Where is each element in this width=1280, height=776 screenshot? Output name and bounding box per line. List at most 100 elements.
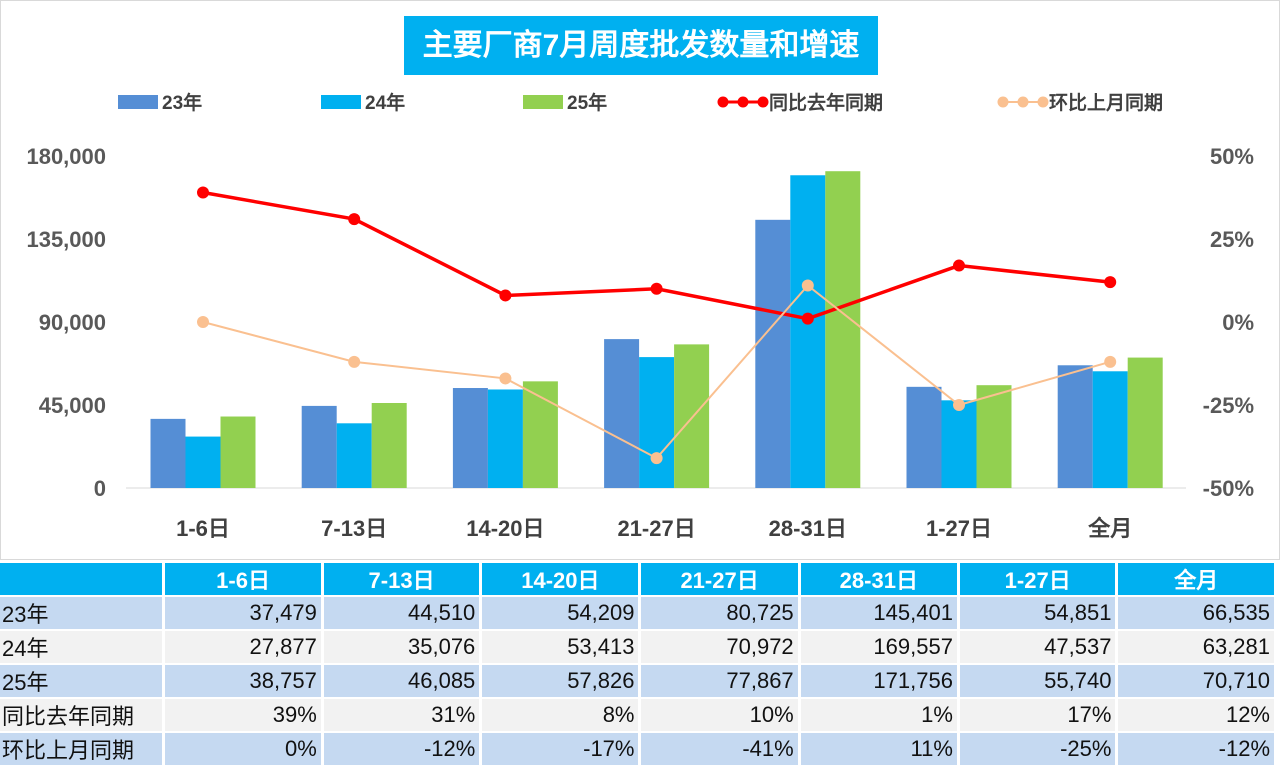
x-tick-label: 全月 <box>1087 516 1132 541</box>
combo-chart: 0 45,000 90,000 135,000 180,000 -50% -25% 0% 25%… <box>26 91 1254 541</box>
line-同比去年同期 <box>202 190 1111 321</box>
legend-marker <box>1037 96 1049 108</box>
table-cell: 31% <box>323 699 480 731</box>
table-cell: 70,710 <box>1118 665 1274 697</box>
table-cell: -12% <box>1118 733 1274 765</box>
table-cell: 77,867 <box>641 665 798 697</box>
table-cell: 1-6日 <box>165 563 321 595</box>
bar-25年 <box>825 171 861 488</box>
y-left-tick-label: 0 <box>94 476 106 501</box>
table-cell: 145,401 <box>800 597 957 629</box>
row-label: 25年 <box>0 665 163 697</box>
bar-23年 <box>906 386 942 488</box>
table-cell: 44,510 <box>323 597 480 629</box>
table-cell: 39% <box>165 699 321 731</box>
table-cell: 54,851 <box>959 597 1116 629</box>
table-cell: 0% <box>165 733 321 765</box>
bar-24年 <box>336 423 372 488</box>
x-tick-label: 21-27日 <box>617 516 695 541</box>
point-同比去年同期 <box>953 259 965 272</box>
table-row: 24年 27,877 35,076 53,413 70,972 169,557 47,537… <box>0 631 1274 663</box>
legend-marker <box>997 96 1009 108</box>
row-label: 环比上月同期 <box>0 733 163 765</box>
table-cell: 21-27日 <box>641 563 798 595</box>
y-left-tick-label: 90,000 <box>39 310 106 335</box>
table-cell: -41% <box>641 733 798 765</box>
table-cell: 37,479 <box>165 597 321 629</box>
point-同比去年同期 <box>1104 276 1117 289</box>
table-cell: 63,281 <box>1118 631 1274 663</box>
bar-23年 <box>301 405 337 488</box>
point-环比上月同期 <box>1104 355 1117 368</box>
table-cell: 1-27日 <box>959 563 1116 595</box>
table-cell: -17% <box>482 733 639 765</box>
table-row: 23年 37,479 44,510 54,209 80,725 145,401 54,851… <box>0 597 1274 629</box>
bar-25年 <box>522 381 558 488</box>
table-cell: 12% <box>1118 699 1274 731</box>
x-tick-label: 28-31日 <box>769 516 847 541</box>
table-cell: 53,413 <box>482 631 639 663</box>
table-cell: 169,557 <box>800 631 957 663</box>
table-cell: 17% <box>959 699 1116 731</box>
table-header-row: 1-6日 7-13日 14-20日 21-27日 28-31日 1-27日 全月 <box>0 563 1274 595</box>
table-cell: 171,756 <box>800 665 957 697</box>
row-label: 23年 <box>0 597 163 629</box>
bar-23年 <box>604 339 640 488</box>
table-cell: 57,826 <box>482 665 639 697</box>
point-环比上月同期 <box>650 452 663 465</box>
table-cell: 1% <box>800 699 957 731</box>
table-cell: 66,535 <box>1118 597 1274 629</box>
table-cell: 7-13日 <box>323 563 480 595</box>
y-right-tick-label: -50% <box>1203 476 1254 501</box>
legend-label: 24年 <box>365 91 405 114</box>
bar-24年 <box>185 436 221 488</box>
table-cell: 38,757 <box>165 665 321 697</box>
point-同比去年同期 <box>348 213 361 226</box>
bar-23年 <box>150 418 186 488</box>
table-cell: 11% <box>800 733 957 765</box>
bar-24年 <box>487 389 523 488</box>
table-row: 25年 38,757 46,085 57,826 77,867 171,756 55,740… <box>0 665 1274 697</box>
y-left-tick-label: 135,000 <box>26 227 106 252</box>
bar-24年 <box>941 400 977 488</box>
table-cell: 27,877 <box>165 631 321 663</box>
bar-23年 <box>755 219 791 489</box>
table-cell: 28-31日 <box>800 563 957 595</box>
table-row: 同比去年同期 39% 31% 8% 10% 1% 17% 12% <box>0 699 1274 731</box>
point-环比上月同期 <box>197 316 209 328</box>
table-cell: -25% <box>959 733 1116 765</box>
point-环比上月同期 <box>499 372 512 385</box>
legend-marker <box>1017 96 1029 108</box>
table-cell: 35,076 <box>323 631 480 663</box>
legend-label: 23年 <box>162 91 202 114</box>
bar-23年 <box>452 388 488 488</box>
legend-marker <box>737 96 749 108</box>
legend-marker <box>757 96 769 108</box>
data-table: 1-6日 7-13日 14-20日 21-27日 28-31日 1-27日 全月 23年 37,… <box>0 561 1277 767</box>
table-cell: 46,085 <box>323 665 480 697</box>
table-cell: 14-20日 <box>482 563 639 595</box>
point-同比去年同期 <box>650 282 663 295</box>
row-label <box>0 563 163 595</box>
table-cell: 70,972 <box>641 631 798 663</box>
legend-swatch <box>321 95 361 109</box>
bar-24年 <box>790 175 826 488</box>
point-同比去年同期 <box>801 312 814 325</box>
bar-25年 <box>220 416 256 488</box>
row-label: 24年 <box>0 631 163 663</box>
table-cell: -12% <box>323 733 480 765</box>
table-cell: 47,537 <box>959 631 1116 663</box>
x-tick-label: 1-6日 <box>176 516 230 541</box>
table-row: 环比上月同期 0% -12% -17% -41% 11% -25% -12% <box>0 733 1274 765</box>
bar-24年 <box>639 357 675 488</box>
bar-23年 <box>1057 365 1093 488</box>
table-cell: 55,740 <box>959 665 1116 697</box>
y-right-tick-label: 50% <box>1210 144 1254 169</box>
table-cell: 80,725 <box>641 597 798 629</box>
legend-label: 环比上月同期 <box>1049 92 1163 114</box>
bar-25年 <box>371 402 407 488</box>
y-right-tick-label: -25% <box>1203 393 1254 418</box>
y-left-tick-label: 180,000 <box>26 144 106 169</box>
y-right-tick-label: 25% <box>1210 227 1254 252</box>
legend-label: 25年 <box>567 91 607 114</box>
